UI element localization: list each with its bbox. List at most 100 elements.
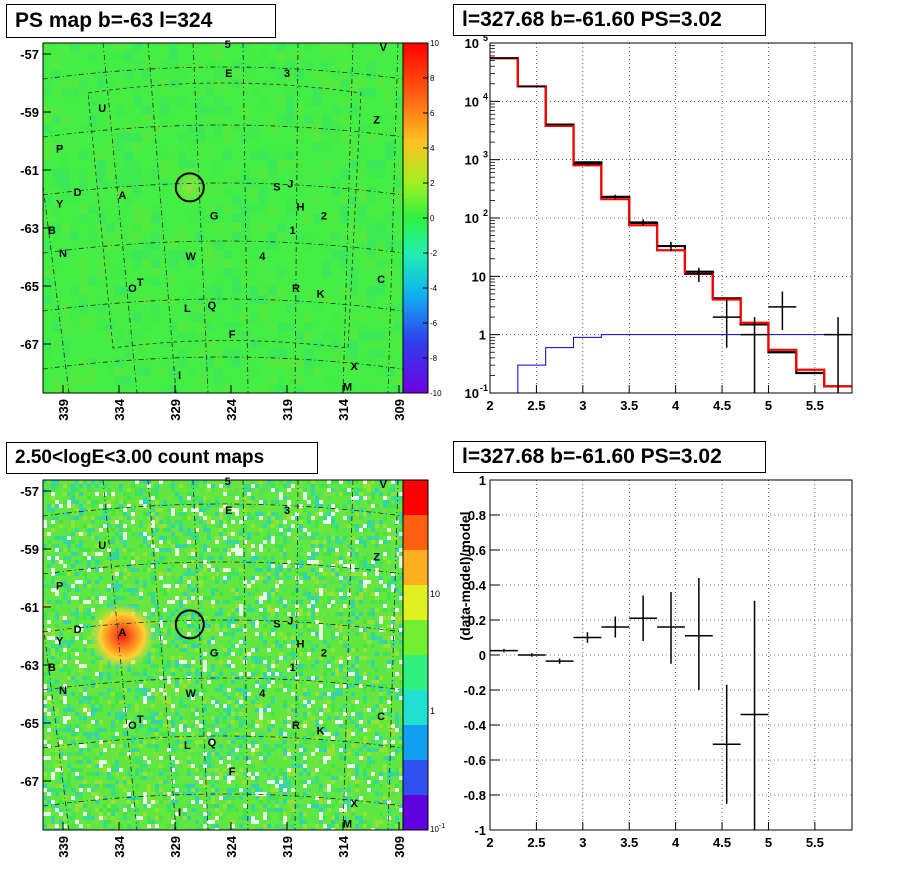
source-label-F: F [229, 766, 236, 778]
y-tick-label: -61 [20, 600, 39, 615]
source-label-O: O [128, 283, 137, 295]
y-tick-label: 10 [465, 386, 479, 401]
count-map-panel: 5 V E 3 U Z P D A Y S JH 2 G B 1 N W 4 C TO R K L Q F X I M -57 -59 -61… [20, 476, 445, 858]
longitude-line [342, 480, 354, 830]
x-tick-label: 3.5 [620, 398, 638, 413]
source-label-K: K [317, 289, 325, 301]
colorbar-segment [403, 760, 428, 795]
source-label-X: X [351, 361, 359, 373]
latitude-line [43, 124, 403, 138]
longitude-line [387, 480, 399, 830]
colorbar-label: 2 [430, 179, 435, 188]
x-tick-label: 339 [56, 836, 71, 858]
colorbar-segment [403, 620, 428, 655]
y-tick-exponent: 4 [483, 91, 488, 101]
residual-point [740, 600, 769, 830]
source-excess [165, 163, 214, 212]
source-label-K: K [317, 726, 325, 738]
colorbar-label: 6 [430, 109, 435, 118]
colorbar-label: 8 [430, 74, 435, 83]
data-point [768, 291, 797, 331]
x-tick-label: 4.5 [713, 835, 731, 850]
latitude-line [43, 356, 403, 370]
latitude-line [43, 240, 403, 254]
x-tick-label: 5.5 [806, 835, 824, 850]
x-tick-label: 329 [168, 836, 183, 858]
x-tick-label: 3 [579, 835, 586, 850]
x-tick-label: 339 [56, 399, 71, 421]
colorbar-label: 4 [430, 144, 435, 153]
source-label-5: 5 [225, 476, 231, 488]
longitude-line [43, 619, 70, 830]
coordinate-grid [43, 43, 403, 393]
colorbar-segment [403, 795, 428, 830]
y-tick-label: 0.6 [468, 543, 486, 558]
source-label-F: F [229, 329, 236, 341]
x-tick-label: 2.5 [527, 835, 545, 850]
y-tick-label: -59 [20, 542, 39, 557]
data-point [573, 162, 602, 166]
y-axis-label: (data-model)/model [457, 511, 473, 640]
data-point [824, 317, 852, 393]
residual-point [712, 684, 741, 804]
latitude-line [43, 503, 403, 517]
source-label-Y: Y [56, 199, 64, 211]
colorbar-segment [403, 690, 428, 725]
source-label-Y: Y [56, 636, 64, 648]
source-label-A: A [118, 190, 126, 202]
source-label-4: 4 [259, 688, 266, 700]
source-label-L: L [184, 303, 191, 315]
source-label-G: G [210, 647, 219, 659]
map-texture [43, 480, 403, 830]
y-tick-label: 10 [465, 36, 479, 51]
longitude-line [192, 43, 209, 393]
y-tick-label: -67 [20, 337, 39, 352]
source-label-3: 3 [284, 505, 290, 517]
x-tick-label: 3.5 [620, 835, 638, 850]
y-tick-label: 0.8 [468, 508, 486, 523]
x-tick-label: 2.5 [527, 398, 545, 413]
source-label-1: 1 [290, 662, 296, 674]
source-label-Z: Z [373, 115, 380, 127]
y-tick-label: 0.4 [468, 578, 487, 593]
source-label-D: D [74, 187, 82, 199]
data-point [601, 194, 630, 200]
source-label-M: M [343, 818, 352, 830]
latitude-line [43, 298, 403, 312]
latitude-line [43, 182, 403, 196]
y-tick-label: -57 [20, 47, 39, 62]
colorbar-label: 10-1 [430, 823, 445, 834]
colorbar-label: -8 [430, 354, 438, 363]
y-tick-exponent: 3 [483, 150, 488, 160]
x-tick-label: 2 [486, 398, 493, 413]
source-label-J: J [287, 178, 293, 190]
x-tick-label: 329 [168, 399, 183, 421]
series-2 [490, 334, 852, 393]
y-tick-exponent: -1 [480, 383, 488, 393]
colorbar-label: 10 [430, 39, 439, 48]
colorbar-label: 10 [430, 589, 440, 599]
longitude-line [192, 480, 209, 830]
colorbar-label: -6 [430, 319, 438, 328]
x-tick-label: 324 [224, 398, 239, 420]
y-tick-label: 1 [479, 328, 486, 343]
source-label-H: H [296, 639, 304, 651]
source-label-3: 3 [284, 68, 290, 80]
y-tick-label: 10 [465, 94, 479, 109]
coordinate-grid [43, 480, 403, 830]
x-tick-label: 324 [224, 835, 239, 857]
y-tick-label: 0.2 [468, 613, 486, 628]
data-point [740, 317, 769, 393]
y-tick-label: -57 [20, 484, 39, 499]
source-label-V: V [380, 479, 388, 491]
colorbar-segment [403, 515, 428, 550]
y-tick-label: 10 [472, 269, 486, 284]
y-tick-label: -67 [20, 774, 39, 789]
x-tick-label: 319 [280, 399, 295, 421]
source-label-1: 1 [290, 225, 296, 237]
y-tick-label: -0.4 [464, 718, 487, 733]
colorbar-label: -10 [430, 389, 442, 398]
y-tick-label: -65 [20, 279, 39, 294]
source-label-E: E [225, 68, 232, 80]
